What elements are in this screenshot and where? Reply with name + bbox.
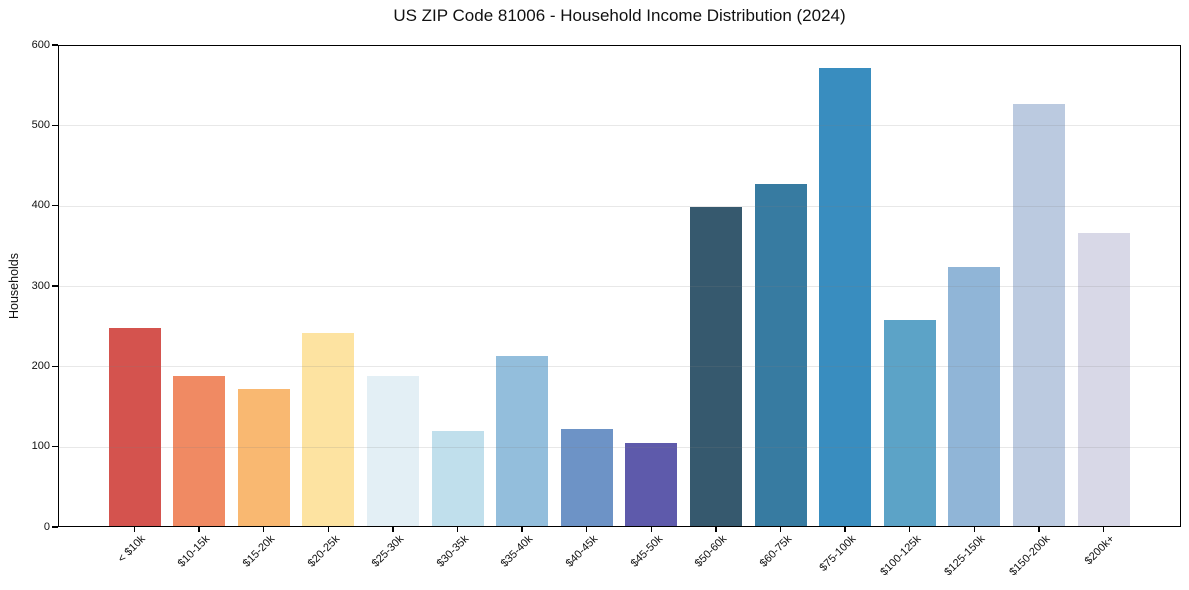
y-tick-label: 100 xyxy=(31,440,50,453)
bar-$50-60k xyxy=(689,207,742,527)
bar-$20-25k xyxy=(302,333,355,527)
x-tick-label: < $10k xyxy=(115,533,148,566)
y-tick-mark xyxy=(52,204,58,207)
bar-$125-150k xyxy=(948,266,1001,527)
gridline-300 xyxy=(59,286,1180,287)
bar-$40-45k xyxy=(560,428,613,527)
x-tick-label: $75-100k xyxy=(817,533,859,574)
bar-$10-15k xyxy=(173,375,226,527)
bar-$100-125k xyxy=(883,319,936,527)
bar-< $10k xyxy=(108,327,161,527)
x-tick-mark xyxy=(909,527,911,532)
y-tick-label: 0 xyxy=(43,520,50,533)
x-tick-mark xyxy=(198,527,200,532)
y-tick-label: 500 xyxy=(31,118,50,131)
y-tick-label: 400 xyxy=(31,199,50,212)
x-tick-mark xyxy=(779,527,782,532)
x-tick-label: $45-50k xyxy=(628,533,665,570)
bar-$15-20k xyxy=(237,388,290,527)
x-tick-label: $100-125k xyxy=(877,533,924,579)
y-axis-label: Households xyxy=(7,253,21,320)
gridline-400 xyxy=(59,205,1180,207)
y-tick-mark xyxy=(52,285,58,287)
x-tick-mark xyxy=(844,527,846,532)
x-tick-label: $150-200k xyxy=(1007,533,1053,579)
x-tick-mark xyxy=(263,527,265,532)
bar-$75-100k xyxy=(819,68,872,527)
x-tick-label: $20-25k xyxy=(305,533,342,570)
y-tick-mark xyxy=(52,445,58,448)
x-tick-mark xyxy=(715,527,717,532)
bar-$45-50k xyxy=(625,442,678,527)
gridline-500 xyxy=(59,125,1180,127)
x-tick-label: $15-20k xyxy=(240,533,278,570)
gridline-200 xyxy=(59,366,1180,368)
y-tick-mark xyxy=(52,124,58,127)
y-tick-mark xyxy=(52,526,58,528)
x-tick-label: $10-15k xyxy=(175,533,213,570)
x-tick-mark xyxy=(650,527,652,532)
x-tick-label: $35-40k xyxy=(498,533,536,570)
gridline-100 xyxy=(59,446,1180,448)
x-tick-mark xyxy=(133,527,136,532)
x-tick-mark xyxy=(1102,527,1105,532)
x-tick-label: $200k+ xyxy=(1082,533,1117,568)
x-tick-mark xyxy=(1038,527,1040,532)
x-tick-label: $50-60k xyxy=(692,533,730,570)
x-tick-label: $30-35k xyxy=(434,533,471,570)
y-tick-label: 600 xyxy=(31,38,50,51)
bar-$35-40k xyxy=(496,355,549,527)
x-tick-label: $25-30k xyxy=(369,533,407,570)
x-tick-mark xyxy=(973,527,975,532)
x-tick-mark xyxy=(327,527,329,532)
x-tick-mark xyxy=(586,527,588,532)
x-tick-label: $40-45k xyxy=(563,533,601,570)
y-tick-label: 200 xyxy=(31,359,50,372)
x-tick-label: $60-75k xyxy=(757,533,794,570)
bar-$30-35k xyxy=(431,430,484,527)
x-tick-mark xyxy=(392,527,394,532)
bar-$150-200k xyxy=(1012,104,1065,527)
bar-$200k+ xyxy=(1077,232,1130,527)
y-tick-mark xyxy=(52,44,58,46)
y-tick-mark xyxy=(52,365,58,368)
x-tick-label: $125-150k xyxy=(942,533,988,579)
chart-title: US ZIP Code 81006 - Household Income Dis… xyxy=(393,6,846,25)
bar-$60-75k xyxy=(754,183,807,527)
bar-$25-30k xyxy=(366,375,419,527)
x-tick-mark xyxy=(456,527,459,532)
x-tick-mark xyxy=(521,527,523,532)
y-tick-label: 300 xyxy=(31,279,50,292)
